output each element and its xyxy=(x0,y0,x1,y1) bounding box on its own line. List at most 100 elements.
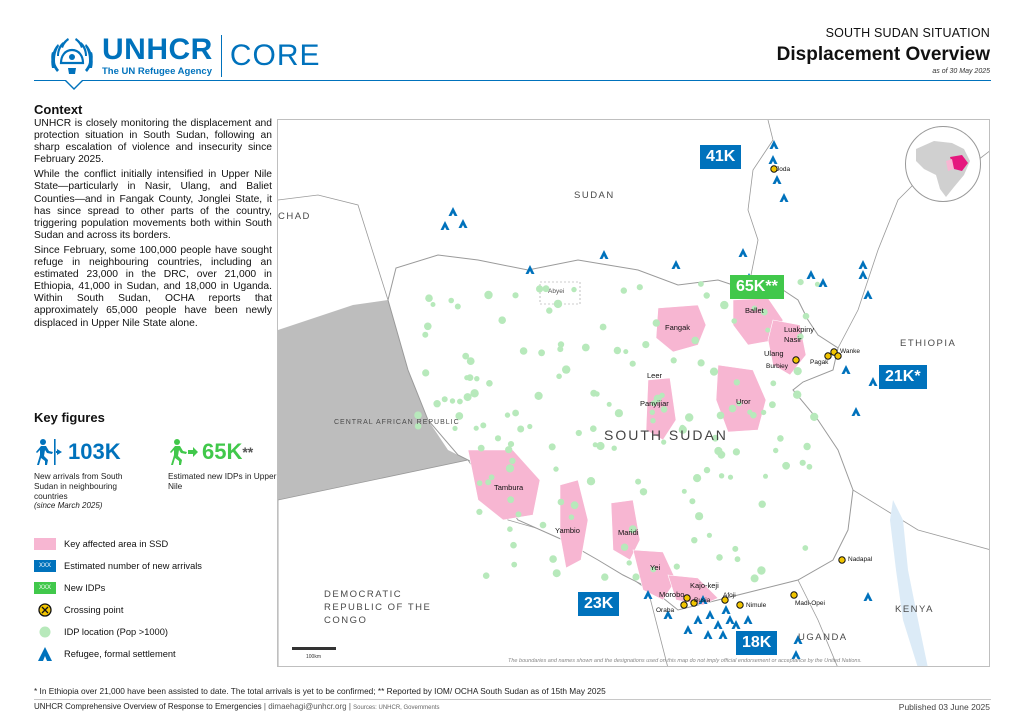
footer-email: dimaehagi@unhcr.org xyxy=(268,702,347,711)
tent-marker xyxy=(731,620,741,629)
crossing-point-marker xyxy=(683,594,691,602)
legend-label: New IDPs xyxy=(64,583,106,593)
idp-location-dot xyxy=(685,413,694,422)
idp-location-dot xyxy=(556,301,562,308)
idp-location-dot xyxy=(430,302,436,307)
callout-uganda-arrivals: 18K xyxy=(736,631,778,655)
idp-location-dot xyxy=(691,336,699,345)
idp-location-dot xyxy=(777,435,784,442)
idp-location-dot xyxy=(498,316,506,324)
tent-marker xyxy=(671,260,681,269)
idp-location-dot xyxy=(635,478,642,485)
tent-marker xyxy=(440,221,450,230)
idp-location-dot xyxy=(470,389,479,398)
idp-location-dot xyxy=(750,574,759,583)
idp-location-dot xyxy=(760,409,767,416)
idp-location-dot xyxy=(594,391,600,397)
idp-location-dot xyxy=(649,409,655,415)
idp-location-dot xyxy=(448,297,454,304)
idp-location-dot xyxy=(793,367,802,376)
idp-location-dot xyxy=(586,477,596,486)
place-label: Burbiey xyxy=(766,363,789,370)
tent-marker xyxy=(818,278,828,287)
idp-location-dot xyxy=(732,545,739,552)
legend-swatch-pink xyxy=(34,538,56,550)
idp-location-dot xyxy=(556,373,562,380)
idp-location-dot xyxy=(806,463,813,470)
map-scale-bar xyxy=(292,647,336,650)
crossing-point-marker xyxy=(790,591,798,599)
tent-marker xyxy=(721,605,731,614)
crossing-point-markers xyxy=(680,165,846,609)
country-label-uganda: UGANDA xyxy=(798,632,848,643)
idp-location-dot xyxy=(716,554,723,561)
idp-location-dot xyxy=(629,360,636,367)
idp-location-dot xyxy=(557,498,565,506)
tent-marker xyxy=(863,592,873,601)
tent-marker xyxy=(725,615,735,624)
place-label: Ulang xyxy=(764,349,784,358)
idp-location-dot xyxy=(425,294,433,302)
idp-location-dot xyxy=(711,434,719,442)
place-label: Joda xyxy=(776,166,791,173)
idp-location-dot xyxy=(697,359,705,367)
idp-location-dot xyxy=(681,488,687,494)
map-disclaimer: The boundaries and names shown and the d… xyxy=(508,658,862,664)
key-figure-arrivals: 103K New arrivals from South Sudan in ne… xyxy=(34,437,146,511)
idp-location-dot xyxy=(546,307,553,314)
idp-location-dot xyxy=(734,556,741,563)
idp-location-dot xyxy=(691,537,698,544)
idp-location-dot xyxy=(454,303,461,310)
idp-location-dot xyxy=(504,412,511,418)
idp-location-dot xyxy=(449,398,456,404)
idp-location-dot xyxy=(476,508,483,515)
tent-marker xyxy=(693,615,703,624)
key-figure-idps: 65K ** Estimated new IDPs in Upper Nile xyxy=(168,437,280,491)
country-label-kenya: KENYA xyxy=(895,604,935,615)
idp-location-dot xyxy=(611,445,617,451)
crossing-point-icon xyxy=(38,603,52,617)
tent-marker xyxy=(841,365,851,374)
callout-drc-arrivals: 23K xyxy=(578,592,620,616)
map-legend: Key affected area in SSD XXX Estimated n… xyxy=(34,533,274,665)
unhcr-logo: UNHCR The UN Refugee Agency CORE xyxy=(48,30,321,82)
published-date: Published 03 June 2025 xyxy=(898,702,990,712)
idp-location-dot xyxy=(542,285,550,293)
place-label: Nimule xyxy=(746,602,767,609)
idp-location-dot xyxy=(571,286,577,293)
idp-location-dot xyxy=(623,349,629,355)
idp-location-dot xyxy=(515,511,522,518)
place-label: Busia xyxy=(694,597,711,604)
tent-marker xyxy=(806,270,816,279)
idp-location-dot xyxy=(477,444,485,452)
idp-location-dot xyxy=(758,500,766,508)
tent-marker xyxy=(698,595,708,604)
idp-location-dot xyxy=(507,526,513,532)
place-label: Kajo-keji xyxy=(690,581,719,590)
idp-location-dot xyxy=(441,396,448,403)
footer-program: UNHCR Comprehensive Overview of Response… xyxy=(34,702,262,711)
legend-item-crossing-point: Crossing point xyxy=(34,599,274,621)
tent-marker xyxy=(858,260,868,269)
crossing-point-marker xyxy=(792,356,800,364)
place-label: Ballet xyxy=(745,306,764,315)
idp-location-dot xyxy=(716,411,725,420)
idp-location-dot xyxy=(731,318,737,324)
tent-marker xyxy=(851,407,861,416)
idp-location-dot xyxy=(650,418,656,424)
context-title: Context xyxy=(34,102,83,117)
person-crossing-icon xyxy=(36,439,62,465)
idp-location-dot xyxy=(512,409,519,417)
idp-location-dot xyxy=(773,447,779,454)
idp-location-dot xyxy=(670,357,677,364)
idp-location-dot xyxy=(592,442,598,448)
logo-tagline: The UN Refugee Agency xyxy=(102,66,212,77)
idp-location-dot xyxy=(462,352,470,360)
idp-location-dot xyxy=(552,569,561,578)
person-running-arrow-icon xyxy=(170,439,198,465)
tent-marker xyxy=(791,650,801,659)
country-label-drc: DEMOCRATIC REPUBLIC OF THE CONGO xyxy=(324,589,432,626)
idp-location-dot xyxy=(765,327,771,333)
idp-location-dot xyxy=(488,474,495,481)
idp-location-dot xyxy=(414,411,422,420)
